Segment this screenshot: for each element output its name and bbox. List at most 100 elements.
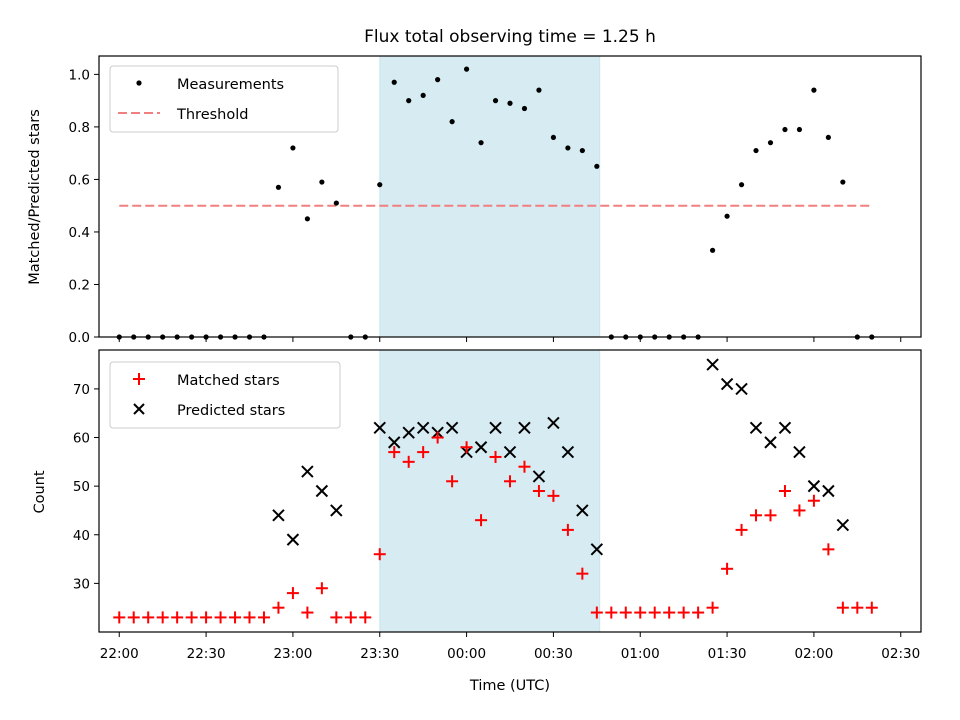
measurement-point xyxy=(478,140,484,146)
matched-star-point xyxy=(807,494,820,507)
y-tick-label: 60 xyxy=(73,431,90,447)
predicted-star-point xyxy=(822,484,835,498)
matched-star-point xyxy=(475,514,488,527)
x-tick-label: 00:00 xyxy=(447,646,486,662)
bottom-axes-frame xyxy=(98,349,922,633)
measurement-point xyxy=(811,87,817,93)
measurement-point xyxy=(463,66,470,72)
matched-star-point xyxy=(706,601,719,614)
matched-star-point xyxy=(764,509,777,522)
measurement-point xyxy=(536,87,542,93)
predicted-star-point xyxy=(373,421,386,435)
measurement-point xyxy=(420,92,426,98)
measurement-point xyxy=(724,213,730,219)
matched-star-point xyxy=(663,606,676,619)
matched-star-point xyxy=(200,611,213,624)
matched-star-point xyxy=(532,485,545,497)
matched-star-point xyxy=(214,611,227,624)
y-tick-label: 0.6 xyxy=(69,172,90,188)
measurement-point xyxy=(710,247,716,253)
measurement-point xyxy=(319,179,325,185)
matched-star-point xyxy=(793,504,806,517)
matched-star-point xyxy=(229,611,242,624)
predicted-star-point xyxy=(735,382,748,396)
matched-star-point xyxy=(359,611,372,624)
matched-star-point xyxy=(836,601,849,614)
predicted-star-point xyxy=(764,436,777,449)
legend-predicted-marker xyxy=(133,403,145,415)
predicted-star-point xyxy=(706,358,719,371)
predicted-star-point xyxy=(547,416,560,430)
predicted-star-point xyxy=(778,421,792,435)
matched-star-point xyxy=(301,606,314,619)
matched-star-point xyxy=(142,611,155,624)
measurement-point xyxy=(738,182,745,188)
matched-star-point xyxy=(185,611,198,624)
measurement-point xyxy=(304,216,310,222)
count-points xyxy=(113,358,878,624)
measurement-point xyxy=(579,147,585,154)
matched-star-point xyxy=(677,606,690,619)
y-tick-label: 1.0 xyxy=(69,67,90,83)
predicted-star-point xyxy=(807,479,821,493)
predicted-star-point xyxy=(489,421,502,435)
predicted-star-point xyxy=(576,504,589,517)
predicted-star-point xyxy=(590,543,604,556)
bottom-panel: 30 40 50 60 70 22:00 22:30 23:00 23:30 00:00 00:3… xyxy=(32,349,922,694)
matched-star-point xyxy=(315,582,328,595)
predicted-star-point xyxy=(301,465,314,478)
predicted-star-point xyxy=(445,421,459,435)
legend-threshold-label: Threshold xyxy=(176,107,248,123)
matched-star-point xyxy=(692,606,705,619)
matched-star-point xyxy=(460,441,473,454)
predicted-star-point xyxy=(416,421,430,435)
top-y-ticks: 0.0 0.2 0.4 0.6 0.8 1.0 xyxy=(69,67,99,346)
measurement-point xyxy=(825,134,831,141)
bottom-legend: Matched stars Predicted stars xyxy=(109,361,341,429)
matched-star-point xyxy=(330,611,343,624)
measurement-point xyxy=(507,100,513,106)
matched-star-point xyxy=(156,611,169,624)
measurement-point xyxy=(290,145,296,151)
bottom-highlight-span xyxy=(379,349,601,633)
legend-measurements-marker xyxy=(136,80,142,86)
matched-star-point xyxy=(431,431,444,444)
bottom-y-axis-label: Count xyxy=(32,470,48,513)
predicted-star-point xyxy=(272,509,285,522)
matched-star-point xyxy=(865,601,878,614)
matched-star-point xyxy=(605,606,618,619)
measurement-point xyxy=(391,79,397,85)
measurement-point xyxy=(767,140,774,146)
measurement-point xyxy=(796,126,803,133)
predicted-star-point xyxy=(720,377,734,391)
matched-star-point xyxy=(561,523,574,536)
matched-star-point xyxy=(851,601,864,614)
y-tick-label: 0.8 xyxy=(69,120,90,136)
matched-star-point xyxy=(113,611,126,624)
measurement-point xyxy=(565,145,571,151)
predicted-star-point xyxy=(836,518,850,532)
predicted-star-point xyxy=(315,484,329,498)
matched-star-point xyxy=(489,450,502,463)
legend-predicted-label: Predicted stars xyxy=(177,403,285,419)
matched-star-point xyxy=(373,548,386,561)
x-tick-label: 02:30 xyxy=(881,646,920,662)
x-tick-label: 23:30 xyxy=(360,646,399,662)
y-tick-label: 0.2 xyxy=(69,277,90,293)
measurement-point xyxy=(333,200,339,206)
legend-measurements-label: Measurements xyxy=(177,77,284,93)
bottom-y-ticks: 30 40 50 60 70 xyxy=(73,382,99,592)
predicted-star-point xyxy=(286,533,300,546)
matched-star-point xyxy=(446,475,459,488)
y-tick-label: 30 xyxy=(73,576,90,592)
measurement-point xyxy=(840,179,846,185)
matched-star-point xyxy=(272,601,285,614)
chart-title: Flux total observing time = 1.25 h xyxy=(364,27,656,47)
matched-star-point xyxy=(518,460,531,473)
predicted-star-point xyxy=(388,436,401,449)
matched-star-point xyxy=(504,475,516,488)
top-legend-box xyxy=(109,65,339,133)
matched-star-point xyxy=(750,509,763,522)
measurement-point xyxy=(782,126,788,133)
